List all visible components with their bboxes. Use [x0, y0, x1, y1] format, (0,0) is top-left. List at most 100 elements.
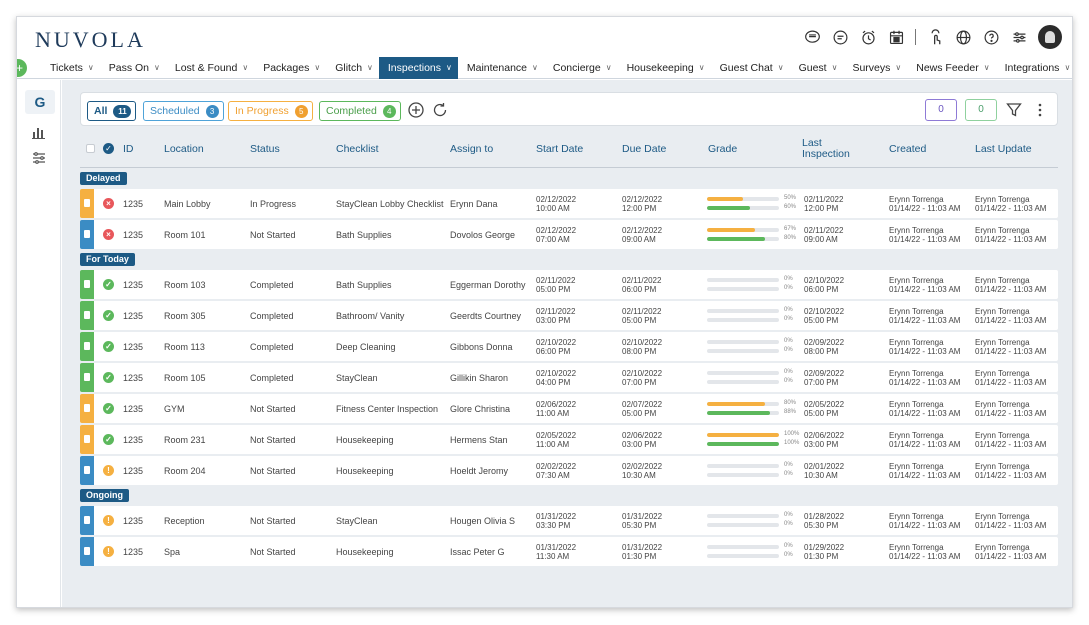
col-created[interactable]: Created: [889, 142, 927, 155]
col-id[interactable]: ID: [123, 142, 134, 155]
add-circle-icon[interactable]: [407, 101, 425, 119]
nav-item-tickets[interactable]: Tickets ∨: [41, 57, 100, 79]
table-row[interactable]: ✓ 1235 Room 231 Not Started Housekeeping Herm…: [80, 425, 1058, 454]
table-row[interactable]: ✓ 1235 Room 103 Completed Bath Supplies Egger…: [80, 270, 1058, 299]
updated-at: 01/14/22 - 11:03 AM: [975, 203, 1047, 213]
table-row[interactable]: ✓ 1235 Room 105 Completed StayClean Gillikin …: [80, 363, 1058, 392]
status-green-icon: ✓: [103, 279, 114, 290]
refresh-icon[interactable]: [431, 101, 449, 119]
check-circle-icon: ✓: [103, 143, 114, 154]
cell-assign-to: Geerdts Courtney: [450, 310, 522, 321]
nav-item-maintenance[interactable]: Maintenance ∨: [458, 57, 544, 79]
row-checkbox[interactable]: [80, 332, 94, 361]
nav-item-housekeeping[interactable]: Housekeeping ∨: [618, 57, 711, 79]
updated-by: Erynn Torrenga: [975, 306, 1030, 316]
due-date: 02/11/2022: [622, 306, 662, 316]
nav-item-glitch[interactable]: Glitch ∨: [326, 57, 379, 79]
col-checklist[interactable]: Checklist: [336, 142, 379, 155]
col-last-inspection[interactable]: Last Inspection: [802, 137, 850, 160]
tap-icon[interactable]: [926, 28, 944, 46]
sliders-icon[interactable]: [1010, 28, 1028, 46]
grade-cell: 0% 0% 02/09/2022 08:00 PM: [707, 337, 857, 357]
row-checkbox[interactable]: [80, 394, 94, 423]
nav-item-pass-on[interactable]: Pass On ∨: [100, 57, 166, 79]
row-checkbox[interactable]: [80, 363, 94, 392]
col-status[interactable]: Status: [250, 142, 280, 155]
more-options-icon[interactable]: [1031, 101, 1049, 119]
cell-assign-to: Eggerman Dorothy: [450, 279, 526, 290]
table-row[interactable]: × 1235 Main Lobby In Progress StayClean Lobb…: [80, 189, 1058, 218]
table-row[interactable]: × 1235 Room 101 Not Started Bath Supplies Dov…: [80, 220, 1058, 249]
message-icon[interactable]: [831, 28, 849, 46]
cell-due-date: 02/06/2022 03:00 PM: [622, 425, 662, 454]
table-row[interactable]: ! 1235 Reception Not Started StayClean Hougen…: [80, 506, 1058, 535]
user-avatar[interactable]: [1038, 25, 1062, 49]
grade-percent: 0%: [784, 512, 793, 518]
row-checkbox[interactable]: [80, 189, 94, 218]
table-row[interactable]: ✓ 1235 Room 305 Completed Bathroom/ Vanity Ge…: [80, 301, 1058, 330]
filter-in-progress[interactable]: In Progress 5: [228, 101, 313, 121]
col-due-date[interactable]: Due Date: [622, 142, 667, 155]
table-row[interactable]: ✓ 1235 Room 113 Completed Deep Cleaning Gibbo…: [80, 332, 1058, 361]
cell-checklist: Housekeeping: [336, 434, 394, 445]
chevron-down-icon: ∨: [983, 63, 990, 72]
nav-item-label: Tickets: [50, 62, 83, 74]
status-orange-icon: !: [103, 515, 114, 526]
col-grade[interactable]: Grade: [708, 142, 738, 155]
nav-item-news-feeder[interactable]: News Feeder ∨: [907, 57, 995, 79]
row-checkbox[interactable]: [80, 506, 94, 535]
col-location[interactable]: Location: [164, 142, 204, 155]
sidebar-home[interactable]: G: [25, 90, 55, 114]
filter-completed[interactable]: Completed 4: [319, 101, 401, 121]
nav-item-guest[interactable]: Guest ∨: [790, 57, 844, 79]
filter-all[interactable]: All 11: [87, 101, 137, 121]
count-box-green[interactable]: 0: [965, 99, 997, 121]
sliders-icon[interactable]: [31, 150, 47, 166]
updated-by: Erynn Torrenga: [975, 461, 1030, 471]
created-at: 01/14/22 - 11:03 AM: [889, 284, 961, 294]
nav-item-guest-chat[interactable]: Guest Chat ∨: [711, 57, 790, 79]
grade-progress-bar: [707, 278, 779, 282]
nav-item-packages[interactable]: Packages ∨: [254, 57, 326, 79]
cell-status: Completed: [250, 279, 294, 290]
chat-bubble-icon[interactable]: [803, 28, 821, 46]
grade-percent: 50%: [784, 195, 797, 201]
alarm-clock-icon[interactable]: [859, 28, 877, 46]
row-checkbox[interactable]: [80, 301, 94, 330]
filter-scheduled[interactable]: Scheduled 3: [143, 101, 224, 121]
add-button[interactable]: +: [17, 59, 27, 77]
calendar-icon[interactable]: [887, 28, 905, 46]
col-last-update[interactable]: Last Update: [975, 142, 1032, 155]
col-assign-to[interactable]: Assign to: [450, 142, 494, 155]
help-icon[interactable]: [982, 28, 1000, 46]
table-row[interactable]: ✓ 1235 GYM Not Started Fitness Center Inspec…: [80, 394, 1058, 423]
row-checkbox[interactable]: [80, 425, 94, 454]
cell-location: Spa: [164, 546, 181, 557]
row-checkbox[interactable]: [80, 270, 94, 299]
updated-at: 01/14/22 - 11:03 AM: [975, 520, 1047, 530]
nav-item-lost-found[interactable]: Lost & Found ∨: [166, 57, 254, 79]
row-checkbox[interactable]: [80, 537, 94, 566]
chevron-down-icon: ∨: [367, 63, 373, 72]
filter-icon[interactable]: [1005, 101, 1023, 119]
nav-item-inspections[interactable]: Inspections ∨: [378, 57, 458, 79]
select-all-checkbox[interactable]: [86, 144, 95, 153]
cell-id: 1235: [123, 198, 144, 209]
globe-icon[interactable]: [954, 28, 972, 46]
table-row[interactable]: ! 1235 Room 204 Not Started Housekeeping Hoel…: [80, 456, 1058, 485]
cell-checklist: Bath Supplies: [336, 229, 392, 240]
table-row[interactable]: ! 1235 Spa Not Started Housekeeping Issac Pet…: [80, 537, 1058, 566]
grade-progress-bar: [707, 228, 779, 232]
filter-all-count: 11: [113, 104, 132, 118]
row-checkbox[interactable]: [80, 456, 94, 485]
status-green-icon: ✓: [103, 341, 114, 352]
row-checkbox[interactable]: [80, 220, 94, 249]
col-start-date[interactable]: Start Date: [536, 142, 584, 155]
count-box-purple[interactable]: 0: [925, 99, 957, 121]
due-time: 08:00 PM: [622, 346, 657, 356]
nav-item-integrations[interactable]: Integrations ∨: [996, 57, 1072, 79]
nav-item-surveys[interactable]: Surveys ∨: [843, 57, 907, 79]
start-date: 02/12/2022: [536, 194, 577, 204]
nav-item-concierge[interactable]: Concierge ∨: [544, 57, 618, 79]
bar-chart-icon[interactable]: [31, 124, 47, 140]
